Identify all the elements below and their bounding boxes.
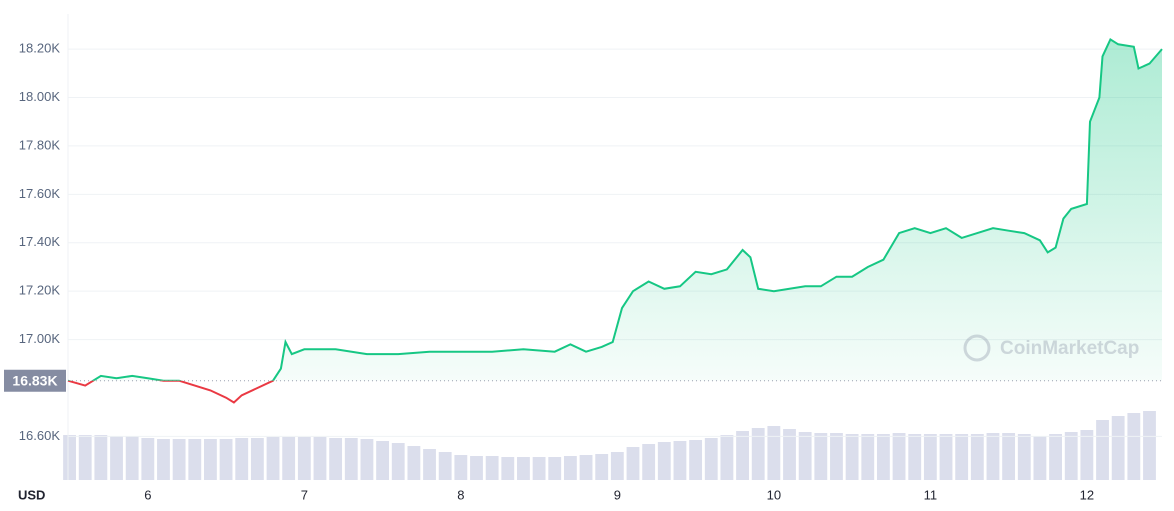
currency-label: USD <box>18 487 45 502</box>
volume-bar <box>172 439 186 480</box>
x-tick-label: 12 <box>1080 487 1094 502</box>
volume-bar <box>986 433 1000 480</box>
volume-bar <box>892 433 906 480</box>
volume-bar <box>1049 434 1062 480</box>
volume-bar <box>689 440 703 480</box>
volume-bar <box>579 455 593 480</box>
y-tick-label: 18.20K <box>19 41 61 56</box>
volume-bar <box>642 444 656 480</box>
volume-bar <box>923 434 937 480</box>
y-tick-label: 17.80K <box>19 137 61 152</box>
volume-bar <box>908 434 922 480</box>
volume-bar <box>94 435 108 480</box>
volume-bar <box>219 439 233 480</box>
volume-bar <box>454 455 468 480</box>
x-tick-label: 8 <box>457 487 464 502</box>
volume-bar <box>1096 420 1109 480</box>
volume-bar <box>736 431 749 480</box>
volume-bar <box>1080 430 1094 480</box>
volume-bar <box>141 438 155 480</box>
volume-bar <box>1111 416 1125 480</box>
volume-bar <box>250 438 264 480</box>
volume-bar <box>1064 432 1078 480</box>
y-tick-label: 17.60K <box>19 186 61 201</box>
volume-bar <box>845 434 859 480</box>
volume-bar <box>1033 436 1047 480</box>
volume-bar <box>610 452 624 480</box>
watermark-text: CoinMarketCap <box>1000 338 1139 359</box>
volume-bar <box>704 438 718 480</box>
volume-bar <box>63 435 76 480</box>
volume-bar <box>798 432 812 480</box>
volume-bar <box>970 434 984 480</box>
price-line <box>67 37 1163 381</box>
volume-bar <box>626 447 640 480</box>
watermark: CoinMarketCap <box>963 334 1139 362</box>
x-tick-label: 7 <box>301 487 308 502</box>
volume-bar <box>360 439 374 480</box>
volume-bar <box>861 434 875 480</box>
volume-bar <box>767 426 781 480</box>
volume-bar <box>501 457 515 480</box>
volume-bar <box>751 428 765 480</box>
volume-bar <box>485 456 499 480</box>
volume-bar <box>814 433 828 480</box>
x-tick-label: 10 <box>767 487 781 502</box>
volume-bar <box>876 434 890 480</box>
y-tick-label: 17.00K <box>19 331 61 346</box>
volume-bar <box>1143 411 1156 480</box>
volume-bar <box>1002 433 1016 480</box>
volume-bar <box>517 457 530 480</box>
volume-bar <box>783 429 796 480</box>
volume-bar <box>532 457 546 480</box>
volume-bar <box>376 441 390 480</box>
volume-bar <box>939 434 953 480</box>
y-tick-label: 18.00K <box>19 89 61 104</box>
volume-bar <box>470 456 483 480</box>
volume-bar <box>125 436 139 480</box>
volume-bar <box>423 449 436 480</box>
y-tick-label: 16.60K <box>19 428 61 443</box>
volume-bar <box>657 442 671 480</box>
x-tick-label: 6 <box>144 487 151 502</box>
volume-bar <box>157 439 170 480</box>
y-tick-label: 17.40K <box>19 234 61 249</box>
y-tick-label: 17.20K <box>19 283 61 298</box>
volume-bar <box>720 435 734 480</box>
volume-bar <box>344 438 358 480</box>
volume-bar <box>1017 434 1031 480</box>
volume-bar <box>438 452 452 480</box>
volume-bar <box>595 454 609 480</box>
volume-bar <box>329 438 343 480</box>
x-tick-label: 11 <box>924 487 938 502</box>
x-tick-label: 9 <box>614 487 621 502</box>
volume-bar <box>563 456 577 480</box>
volume-bar <box>673 441 687 480</box>
price-line-below <box>67 380 275 404</box>
volume-bar <box>391 443 405 480</box>
volume-bar <box>297 437 311 480</box>
volume-bar <box>1127 413 1141 480</box>
volume-bar <box>548 457 562 480</box>
current-price-box <box>4 369 66 392</box>
volume-bar <box>110 436 123 480</box>
volume-bar <box>313 437 327 480</box>
volume-bar <box>282 437 296 480</box>
volume-bar <box>204 439 217 480</box>
volume-bar <box>955 434 969 480</box>
volume-bar <box>78 435 92 480</box>
volume-bar <box>830 433 843 480</box>
volume-bar <box>235 438 249 480</box>
price-area <box>68 39 1162 381</box>
volume-bar <box>188 439 202 480</box>
volume-bar <box>266 437 280 480</box>
volume-bar <box>407 446 421 480</box>
current-price-label: 16.83K <box>12 372 57 388</box>
